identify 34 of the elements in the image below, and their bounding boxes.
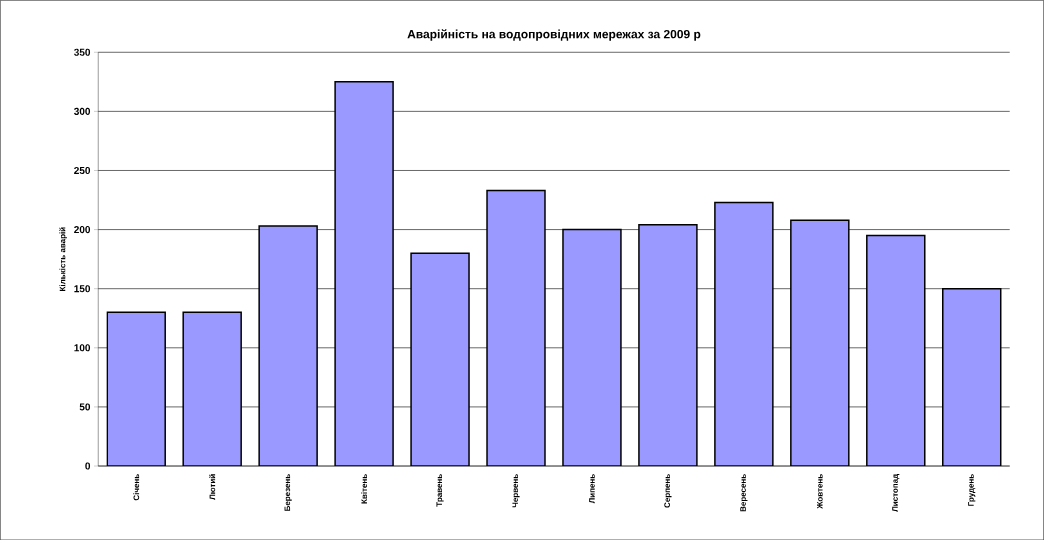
x-tick-label: Листопад bbox=[892, 473, 900, 512]
x-tick-label: Січень bbox=[133, 474, 140, 501]
x-tick-label: Червень bbox=[512, 474, 520, 508]
y-tick-label: 200 bbox=[74, 225, 91, 233]
x-tick-label: Лютий bbox=[209, 474, 216, 500]
bar bbox=[487, 190, 545, 466]
bar bbox=[562, 229, 621, 466]
bar bbox=[107, 312, 166, 466]
y-tick-label: 50 bbox=[79, 403, 91, 411]
y-axis-title: Кількість аварій bbox=[59, 227, 67, 291]
bar bbox=[259, 225, 318, 466]
bar bbox=[942, 287, 1002, 466]
bar bbox=[183, 312, 242, 466]
bar bbox=[866, 235, 925, 466]
x-tick-label: Липень bbox=[589, 474, 595, 504]
y-tick-label: 300 bbox=[74, 107, 91, 115]
x-tick-label: Жовтень bbox=[817, 474, 823, 509]
bar bbox=[411, 253, 470, 466]
y-tick-label: 250 bbox=[74, 166, 91, 174]
x-tick-label: Грудень bbox=[968, 474, 976, 506]
x-tick-label: Березень bbox=[284, 474, 292, 511]
bar bbox=[714, 202, 773, 466]
x-tick-label: Травень bbox=[436, 474, 444, 507]
y-tick-label: 100 bbox=[74, 344, 91, 352]
bar bbox=[638, 224, 697, 466]
bar bbox=[335, 81, 394, 466]
y-tick-label: 0 bbox=[85, 462, 91, 470]
x-tick-label: Вересень bbox=[740, 474, 748, 512]
y-tick-label: 350 bbox=[74, 48, 91, 56]
x-tick-label: Квітень bbox=[361, 474, 368, 504]
chart-title: Аварійність на водопровідних мережах за 2009 р bbox=[407, 29, 701, 41]
y-tick-label: 150 bbox=[74, 285, 91, 293]
x-tick-label: Серпень bbox=[664, 474, 672, 508]
bar bbox=[790, 219, 849, 466]
